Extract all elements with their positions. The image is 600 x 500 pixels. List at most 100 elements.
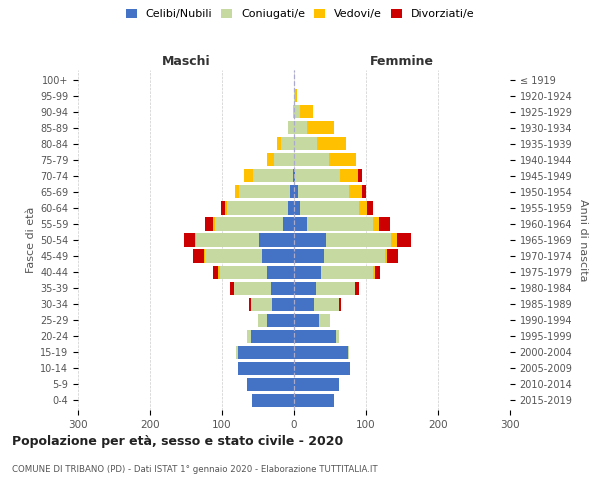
Bar [259,234,294,246]
Bar [298,186,349,198]
Bar [251,298,272,310]
Bar [184,234,194,246]
Bar [359,202,367,214]
Bar [294,282,316,294]
Bar [281,137,294,150]
Bar [266,266,294,278]
Bar [288,121,294,134]
Bar [295,89,297,102]
Bar [373,266,374,278]
Bar [324,250,385,262]
Bar [235,186,239,198]
Bar [193,250,204,262]
Bar [397,234,412,246]
Text: Maschi: Maschi [161,56,211,68]
Bar [238,346,294,359]
Bar [362,186,366,198]
Bar [230,282,233,294]
Bar [294,218,307,230]
Bar [252,394,294,407]
Bar [316,282,355,294]
Bar [307,218,373,230]
Bar [379,218,390,230]
Bar [247,330,251,343]
Bar [358,170,362,182]
Bar [294,394,334,407]
Bar [294,378,338,391]
Bar [253,170,293,182]
Bar [373,218,379,230]
Bar [340,170,358,182]
Bar [326,234,391,246]
Y-axis label: Fasce di età: Fasce di età [26,207,36,273]
Bar [294,330,336,343]
Bar [271,282,294,294]
Bar [294,314,319,327]
Bar [294,137,317,150]
Bar [205,250,262,262]
Text: COMUNE DI TRIBANO (PD) - Dati ISTAT 1° gennaio 2020 - Elaborazione TUTTITALIA.IT: COMUNE DI TRIBANO (PD) - Dati ISTAT 1° g… [12,465,377,474]
Bar [374,266,380,278]
Bar [212,266,218,278]
Bar [336,330,340,343]
Bar [225,202,227,214]
Bar [218,266,220,278]
Bar [348,346,349,359]
Bar [329,153,356,166]
Bar [355,282,359,294]
Bar [221,202,225,214]
Bar [205,218,214,230]
Bar [319,314,330,327]
Bar [244,170,253,182]
Bar [277,137,281,150]
Bar [266,153,274,166]
Bar [300,202,359,214]
Bar [215,218,283,230]
Bar [204,250,205,262]
Bar [258,314,266,327]
Bar [239,186,290,198]
Bar [288,202,294,214]
Bar [290,186,294,198]
Bar [307,121,334,134]
Bar [295,170,340,182]
Bar [294,266,322,278]
Bar [294,250,324,262]
Bar [238,362,294,375]
Bar [233,282,271,294]
Bar [293,105,294,118]
Bar [196,234,259,246]
Bar [214,218,215,230]
Y-axis label: Anni di nascita: Anni di nascita [578,198,588,281]
Bar [294,153,329,166]
Bar [294,298,314,310]
Bar [314,298,340,310]
Bar [236,346,238,359]
Bar [391,234,397,246]
Bar [294,105,300,118]
Bar [294,186,298,198]
Bar [262,250,294,262]
Bar [220,266,266,278]
Bar [294,234,326,246]
Bar [349,186,362,198]
Bar [317,137,346,150]
Text: Femmine: Femmine [370,56,434,68]
Bar [294,170,295,182]
Bar [274,153,294,166]
Bar [294,362,350,375]
Bar [250,298,251,310]
Bar [272,298,294,310]
Bar [387,250,398,262]
Text: Popolazione per età, sesso e stato civile - 2020: Popolazione per età, sesso e stato civil… [12,435,343,448]
Bar [266,314,294,327]
Bar [227,202,288,214]
Bar [385,250,387,262]
Bar [300,105,313,118]
Bar [294,89,295,102]
Bar [247,378,294,391]
Bar [367,202,373,214]
Bar [194,234,196,246]
Bar [283,218,294,230]
Bar [294,121,307,134]
